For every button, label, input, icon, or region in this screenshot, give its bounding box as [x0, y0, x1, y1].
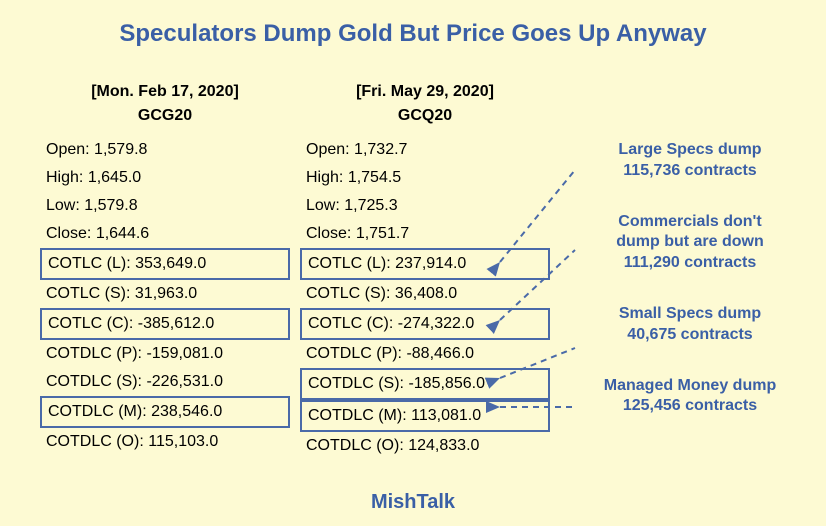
row-label: COTDLC (M): — [308, 407, 407, 424]
row-label: Close: — [46, 225, 91, 242]
data-row: COTDLC (M): 238,546.0 — [40, 396, 290, 428]
row-label: COTDLC (S): — [308, 375, 404, 392]
row-label: COTDLC (O): — [46, 433, 144, 450]
data-row: COTLC (S): 31,963.0 — [40, 280, 290, 308]
annotation-line: 111,290 contracts — [570, 253, 810, 274]
annotation-line: Managed Money dump — [570, 376, 810, 397]
annotation-line: dump but are down — [570, 232, 810, 253]
row-label: Open: — [46, 141, 90, 158]
row-value: -274,322.0 — [398, 315, 475, 332]
annotation-line: 40,675 contracts — [570, 325, 810, 346]
data-row: High: 1,754.5 — [300, 164, 550, 192]
page-title: Speculators Dump Gold But Price Goes Up … — [0, 20, 826, 48]
data-row: COTDLC (O): 115,103.0 — [40, 428, 290, 456]
data-row: Low: 1,725.3 — [300, 192, 550, 220]
annotation-line: Large Specs dump — [570, 140, 810, 161]
row-value: 113,081.0 — [411, 407, 481, 424]
row-label: COTLC (S): — [46, 285, 130, 302]
row-value: 1,579.8 — [84, 197, 137, 214]
col-right-date: [Fri. May 29, 2020] — [300, 80, 550, 104]
annotation-line: 115,736 contracts — [570, 161, 810, 182]
row-value: 124,833.0 — [408, 437, 479, 454]
data-row: COTLC (C): -274,322.0 — [300, 308, 550, 340]
annotation: Managed Money dump125,456 contracts — [570, 376, 810, 418]
row-value: 1,732.7 — [354, 141, 407, 158]
infographic-canvas: Speculators Dump Gold But Price Goes Up … — [0, 0, 826, 526]
data-row: COTDLC (P): -159,081.0 — [40, 340, 290, 368]
row-label: High: — [306, 169, 343, 186]
row-value: 115,103.0 — [148, 433, 218, 450]
row-label: Open: — [306, 141, 350, 158]
row-value: 238,546.0 — [151, 403, 222, 420]
row-label: COTLC (L): — [48, 255, 131, 272]
annotation-line: 125,456 contracts — [570, 396, 810, 417]
row-value: -385,612.0 — [138, 315, 215, 332]
row-value: -185,856.0 — [408, 375, 485, 392]
row-label: COTLC (L): — [308, 255, 391, 272]
row-label: COTDLC (P): — [306, 345, 402, 362]
column-left-header: [Mon. Feb 17, 2020] GCG20 — [40, 80, 290, 128]
row-value: 31,963.0 — [135, 285, 197, 302]
row-value: 237,914.0 — [395, 255, 466, 272]
row-value: 1,754.5 — [348, 169, 401, 186]
row-label: Low: — [306, 197, 340, 214]
row-label: COTDLC (M): — [48, 403, 147, 420]
row-value: -159,081.0 — [146, 345, 223, 362]
annotation-line: Small Specs dump — [570, 304, 810, 325]
data-row: Close: 1,751.7 — [300, 220, 550, 248]
row-label: COTLC (S): — [306, 285, 390, 302]
data-row: COTDLC (M): 113,081.0 — [300, 400, 550, 432]
data-row: COTLC (C): -385,612.0 — [40, 308, 290, 340]
data-row: COTLC (S): 36,408.0 — [300, 280, 550, 308]
row-value: 1,579.8 — [94, 141, 147, 158]
data-row: COTLC (L): 353,649.0 — [40, 248, 290, 280]
col-left-rows: Open: 1,579.8High: 1,645.0Low: 1,579.8Cl… — [40, 136, 290, 456]
column-left: [Mon. Feb 17, 2020] GCG20 Open: 1,579.8H… — [40, 80, 290, 456]
column-right: [Fri. May 29, 2020] GCQ20 Open: 1,732.7H… — [300, 80, 550, 460]
data-row: High: 1,645.0 — [40, 164, 290, 192]
row-label: COTDLC (S): — [46, 373, 142, 390]
row-value: 1,751.7 — [356, 225, 409, 242]
data-row: Close: 1,644.6 — [40, 220, 290, 248]
row-label: High: — [46, 169, 83, 186]
column-right-header: [Fri. May 29, 2020] GCQ20 — [300, 80, 550, 128]
row-value: -226,531.0 — [146, 373, 223, 390]
row-label: COTLC (C): — [308, 315, 393, 332]
data-row: COTDLC (P): -88,466.0 — [300, 340, 550, 368]
data-row: Open: 1,732.7 — [300, 136, 550, 164]
data-row: COTDLC (O): 124,833.0 — [300, 432, 550, 460]
data-row: Low: 1,579.8 — [40, 192, 290, 220]
row-label: Low: — [46, 197, 80, 214]
col-right-symbol: GCQ20 — [300, 104, 550, 128]
row-label: COTLC (C): — [48, 315, 133, 332]
row-label: COTDLC (P): — [46, 345, 142, 362]
row-label: COTDLC (O): — [306, 437, 404, 454]
row-value: 1,645.0 — [88, 169, 141, 186]
row-value: 353,649.0 — [135, 255, 206, 272]
row-value: 1,725.3 — [344, 197, 397, 214]
annotation-list: Large Specs dump115,736 contracts Commerc… — [570, 140, 810, 447]
col-left-symbol: GCG20 — [40, 104, 290, 128]
data-row: COTDLC (S): -226,531.0 — [40, 368, 290, 396]
row-value: 1,644.6 — [96, 225, 149, 242]
footer-brand: MishTalk — [0, 491, 826, 514]
row-label: Close: — [306, 225, 351, 242]
row-value: 36,408.0 — [395, 285, 457, 302]
col-left-date: [Mon. Feb 17, 2020] — [40, 80, 290, 104]
row-value: -88,466.0 — [406, 345, 474, 362]
data-row: Open: 1,579.8 — [40, 136, 290, 164]
data-row: COTLC (L): 237,914.0 — [300, 248, 550, 280]
annotation: Small Specs dump40,675 contracts — [570, 304, 810, 346]
annotation-line: Commercials don't — [570, 212, 810, 233]
data-row: COTDLC (S): -185,856.0 — [300, 368, 550, 400]
annotation: Commercials don'tdump but are down111,29… — [570, 212, 810, 274]
annotation: Large Specs dump115,736 contracts — [570, 140, 810, 182]
col-right-rows: Open: 1,732.7High: 1,754.5Low: 1,725.3Cl… — [300, 136, 550, 460]
